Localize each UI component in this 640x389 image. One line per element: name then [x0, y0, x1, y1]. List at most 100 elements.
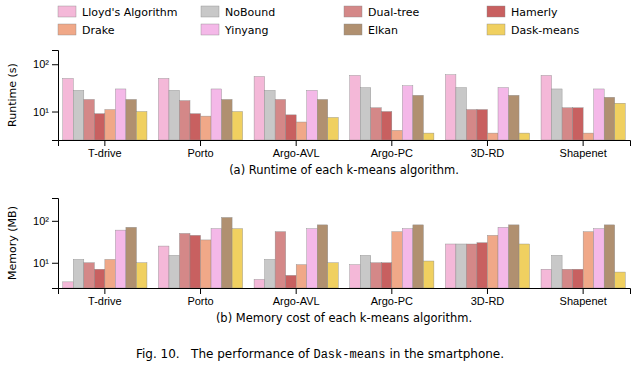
bar: [477, 110, 488, 140]
tick-mark: [104, 140, 105, 146]
bar: [604, 97, 615, 140]
tick-mark: [52, 221, 58, 222]
bar: [254, 279, 265, 288]
bar: [169, 90, 180, 140]
tick: 10²: [33, 58, 58, 70]
bar: [360, 88, 371, 140]
bar: [179, 233, 190, 288]
tick-label: 3D-RD: [471, 295, 505, 307]
bar: [413, 225, 424, 288]
bar: [615, 272, 626, 288]
tick-mark: [52, 112, 58, 113]
tick-mark: [487, 140, 488, 146]
bar: [413, 95, 424, 140]
bar: [232, 112, 243, 140]
bar: [371, 263, 382, 288]
tick: Shapenet: [560, 288, 607, 307]
axis-line: [52, 51, 59, 141]
bar: [498, 227, 509, 288]
panel: T-drivePortoArgo-AVLArgo-PC3D-RDShapenet…: [6, 51, 631, 178]
x-axis: T-drivePortoArgo-AVLArgo-PC3D-RDShapenet: [59, 140, 631, 159]
bar: [615, 103, 626, 140]
bar: [211, 229, 222, 288]
bar: [498, 88, 509, 140]
bar: [487, 235, 498, 288]
bar: [73, 259, 84, 288]
y-axis: 10¹10²: [33, 51, 58, 141]
bar: [466, 110, 477, 140]
bars: [63, 75, 625, 140]
bar: [115, 89, 126, 140]
bar: [552, 255, 563, 288]
tick: Argo-PC: [371, 288, 413, 307]
tick-mark: [52, 263, 58, 264]
axis-line: [52, 199, 59, 289]
legend-label: Dask-means: [511, 24, 579, 37]
bar: [371, 108, 382, 140]
bar: [286, 275, 297, 288]
bar: [445, 244, 456, 288]
bar: [94, 114, 105, 140]
legend-swatch: [201, 6, 219, 17]
y-axis: 10¹10²: [33, 199, 58, 289]
bar: [84, 263, 95, 288]
bar: [307, 90, 318, 140]
legend-label: Elkan: [368, 24, 398, 37]
y-axis-title: Runtime (s): [6, 63, 19, 127]
bar: [392, 232, 403, 288]
figure: T-drive Porto Argo-AVL Argo-PC 3D-RD Shapenet…: [0, 0, 640, 389]
tick-label: Porto: [187, 295, 213, 307]
bar: [201, 116, 212, 140]
bar: [573, 108, 584, 140]
legend-swatch: [58, 24, 76, 35]
tick-label: T-drive: [88, 147, 122, 159]
bar: [466, 244, 477, 288]
tick-label: Argo-PC: [371, 295, 413, 307]
legend-swatch: [58, 6, 76, 17]
bar: [211, 89, 222, 140]
legend-swatch: [487, 6, 505, 17]
tick: Porto: [187, 140, 213, 159]
bar: [296, 122, 307, 140]
panel: T-drivePortoArgo-AVLArgo-PC3D-RDShapenet…: [6, 199, 631, 326]
caption-text: Fig. 10. The performance of: [136, 347, 310, 361]
tick: Argo-AVL: [273, 140, 320, 159]
bar: [105, 110, 116, 140]
bar: [381, 112, 392, 140]
tick: Porto: [187, 288, 213, 307]
tick-label: Porto: [187, 147, 213, 159]
bar: [158, 78, 169, 140]
caption-text: in the smartphone.: [389, 347, 504, 361]
bar: [254, 77, 265, 140]
bar: [296, 265, 307, 288]
bar: [583, 232, 594, 288]
legend-label: Lloyd's Algorithm: [82, 6, 178, 19]
bar: [63, 78, 74, 140]
bar: [158, 246, 169, 288]
bar: [201, 240, 212, 288]
tick: Argo-AVL: [273, 288, 320, 307]
bar: [423, 261, 434, 288]
bar: [317, 99, 328, 140]
bar: [136, 263, 147, 288]
bar: [286, 115, 297, 140]
bar: [190, 235, 201, 288]
bar: [573, 269, 584, 288]
legend-item: Hamerly: [487, 6, 558, 19]
bar: [275, 99, 286, 140]
tick-mark: [52, 64, 58, 65]
bar: [541, 75, 552, 140]
legend-label: NoBound: [225, 6, 275, 19]
bar: [477, 243, 488, 288]
tick: 3D-RD: [471, 140, 505, 159]
bar: [94, 269, 105, 288]
tick-mark: [296, 140, 297, 146]
axis-line: [59, 141, 631, 147]
bar: [445, 75, 456, 140]
bar: [562, 108, 573, 140]
tick-label: Shapenet: [560, 295, 607, 307]
bar: [126, 227, 137, 288]
legend-item: Yinyang: [201, 24, 269, 37]
legend-label: Dual-tree: [368, 6, 420, 19]
tick-mark: [391, 140, 392, 146]
